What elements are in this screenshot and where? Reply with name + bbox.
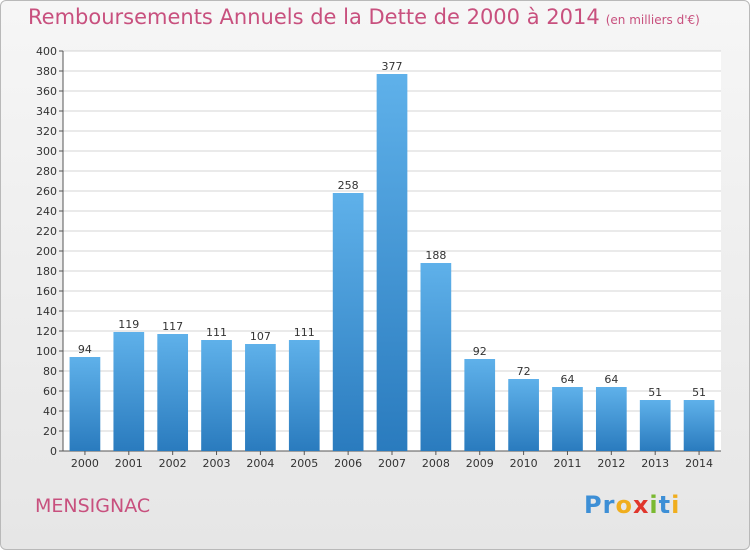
- data-label-2000: 94: [78, 343, 92, 356]
- logo-letter: x: [632, 491, 650, 519]
- bar-2012: [595, 387, 627, 451]
- data-label-2002: 117: [162, 320, 183, 333]
- logo-letter: o: [615, 491, 633, 519]
- logo-letter: t: [658, 491, 672, 519]
- bar-2001: [113, 332, 145, 451]
- x-tick-label-2005: 2005: [290, 457, 318, 470]
- logo-letter: i: [649, 491, 659, 519]
- data-label-2014: 51: [692, 386, 706, 399]
- bar-2006: [332, 193, 364, 451]
- chart-subtitle: (en milliers d'€): [605, 13, 700, 27]
- bar-2004: [245, 344, 276, 451]
- chart-title-text: Remboursements Annuels de la Dette de 20…: [28, 5, 600, 29]
- logo-letter: r: [602, 491, 616, 519]
- bar-2005: [288, 340, 320, 451]
- data-label-2005: 111: [294, 326, 315, 339]
- y-tick-label: 160: [36, 285, 57, 298]
- y-tick-label: 200: [36, 245, 57, 258]
- x-tick-label-2008: 2008: [422, 457, 450, 470]
- bar-2000: [69, 357, 101, 451]
- x-tick-label-2000: 2000: [71, 457, 99, 470]
- y-tick-label: 280: [36, 165, 57, 178]
- bar-2009: [464, 359, 496, 451]
- bar-2014: [683, 400, 715, 451]
- x-tick-label-2014: 2014: [685, 457, 713, 470]
- y-tick-label: 360: [36, 85, 57, 98]
- x-tick-label-2004: 2004: [246, 457, 274, 470]
- data-label-2007: 377: [382, 60, 403, 73]
- x-tick-label-2002: 2002: [159, 457, 187, 470]
- chart-title: Remboursements Annuels de la Dette de 20…: [28, 5, 700, 29]
- data-label-2004: 107: [250, 330, 271, 343]
- y-tick-label: 120: [36, 325, 57, 338]
- data-label-2010: 72: [517, 365, 531, 378]
- y-tick-label: 240: [36, 205, 57, 218]
- bar-2007: [376, 74, 408, 451]
- y-tick-label: 260: [36, 185, 57, 198]
- y-tick-label: 340: [36, 105, 57, 118]
- data-label-2003: 111: [206, 326, 227, 339]
- data-label-2011: 64: [560, 373, 574, 386]
- y-tick-label: 180: [36, 265, 57, 278]
- y-tick-label: 140: [36, 305, 57, 318]
- bar-2008: [420, 263, 452, 451]
- bar-2013: [639, 400, 671, 451]
- y-tick-label: 400: [36, 45, 57, 58]
- logo-letter: P: [584, 491, 603, 519]
- data-label-2013: 51: [648, 386, 662, 399]
- proxiti-logo[interactable]: Proxiti: [584, 491, 680, 519]
- y-tick-label: 80: [43, 365, 57, 378]
- x-tick-label-2010: 2010: [510, 457, 538, 470]
- x-tick-label-2001: 2001: [115, 457, 143, 470]
- y-tick-label: 20: [43, 425, 57, 438]
- y-tick-label: 0: [50, 445, 57, 458]
- data-label-2006: 258: [338, 179, 359, 192]
- x-tick-label-2003: 2003: [203, 457, 231, 470]
- y-tick-label: 40: [43, 405, 57, 418]
- x-tick-label-2009: 2009: [466, 457, 494, 470]
- data-label-2008: 188: [425, 249, 446, 262]
- data-label-2012: 64: [604, 373, 618, 386]
- x-tick-label-2006: 2006: [334, 457, 362, 470]
- x-tick-label-2011: 2011: [553, 457, 581, 470]
- y-tick-label: 60: [43, 385, 57, 398]
- data-label-2001: 119: [118, 318, 139, 331]
- x-tick-label-2007: 2007: [378, 457, 406, 470]
- x-tick-label-2013: 2013: [641, 457, 669, 470]
- bar-2010: [508, 379, 539, 451]
- city-name: MENSIGNAC: [35, 495, 151, 517]
- y-tick-label: 380: [36, 65, 57, 78]
- bar-2002: [157, 334, 189, 451]
- data-label-2009: 92: [473, 345, 487, 358]
- y-tick-label: 320: [36, 125, 57, 138]
- bar-2011: [552, 387, 583, 451]
- y-tick-label: 300: [36, 145, 57, 158]
- logo-letter: i: [671, 491, 681, 519]
- y-tick-label: 100: [36, 345, 57, 358]
- x-tick-label-2012: 2012: [597, 457, 625, 470]
- bar-2003: [201, 340, 232, 451]
- y-tick-label: 220: [36, 225, 57, 238]
